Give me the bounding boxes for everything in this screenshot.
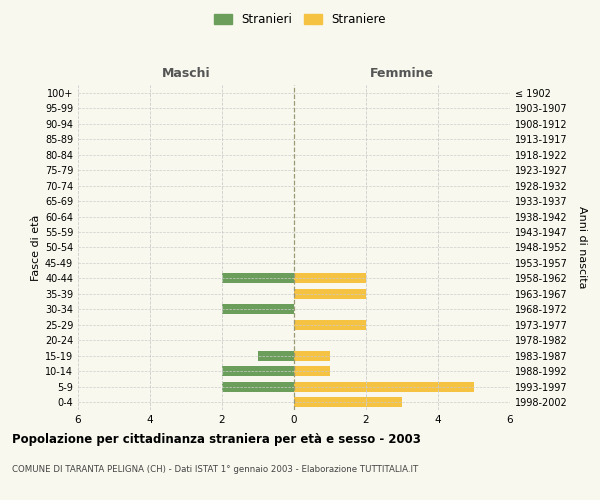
Bar bbox=[258, 351, 294, 361]
Y-axis label: Fasce di età: Fasce di età bbox=[31, 214, 41, 280]
Bar bbox=[294, 366, 330, 376]
Bar bbox=[222, 382, 294, 392]
Bar bbox=[294, 351, 330, 361]
Bar bbox=[294, 320, 366, 330]
Bar bbox=[222, 366, 294, 376]
Text: Popolazione per cittadinanza straniera per età e sesso - 2003: Popolazione per cittadinanza straniera p… bbox=[12, 432, 421, 446]
Bar bbox=[294, 397, 402, 407]
Bar bbox=[294, 289, 366, 299]
Y-axis label: Anni di nascita: Anni di nascita bbox=[577, 206, 587, 288]
Bar bbox=[294, 382, 474, 392]
Bar bbox=[222, 304, 294, 314]
Bar bbox=[222, 274, 294, 283]
Bar bbox=[294, 274, 366, 283]
Legend: Stranieri, Straniere: Stranieri, Straniere bbox=[209, 8, 391, 31]
Text: COMUNE DI TARANTA PELIGNA (CH) - Dati ISTAT 1° gennaio 2003 - Elaborazione TUTTI: COMUNE DI TARANTA PELIGNA (CH) - Dati IS… bbox=[12, 466, 418, 474]
